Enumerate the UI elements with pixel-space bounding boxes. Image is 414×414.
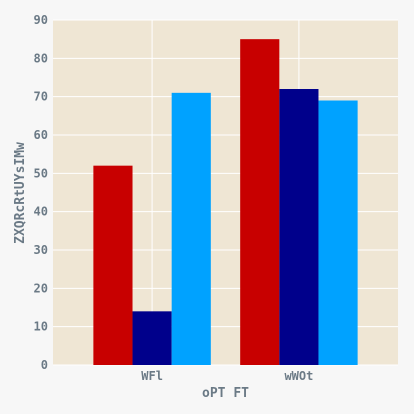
bar — [240, 39, 280, 366]
x-tick-labels: WFl wWOt — [141, 369, 313, 383]
x-axis-title: oPT FT — [202, 386, 249, 401]
y-tick-label: 90 — [34, 13, 48, 27]
y-tick-label: 30 — [34, 243, 48, 257]
bar — [93, 165, 133, 365]
y-tick-label: 0 — [41, 358, 48, 372]
y-tick-label: 20 — [34, 281, 48, 295]
y-tick-label: 40 — [34, 205, 48, 219]
x-tick-label: WFl — [141, 369, 163, 383]
y-tick-label: 10 — [34, 320, 48, 334]
y-tick-labels: 0 10 20 30 40 50 60 70 80 90 — [34, 13, 48, 372]
y-tick-label: 80 — [34, 51, 48, 65]
bar — [171, 92, 211, 365]
bar — [279, 89, 319, 365]
x-tick-label: wWOt — [284, 369, 313, 383]
bar — [132, 311, 172, 365]
bars — [93, 39, 358, 366]
y-tick-label: 70 — [34, 90, 48, 104]
bar — [318, 100, 358, 365]
y-tick-label: 50 — [34, 166, 48, 180]
y-axis-title: ZXQRcRtUYsIMw — [13, 142, 28, 244]
y-tick-label: 60 — [34, 128, 48, 142]
